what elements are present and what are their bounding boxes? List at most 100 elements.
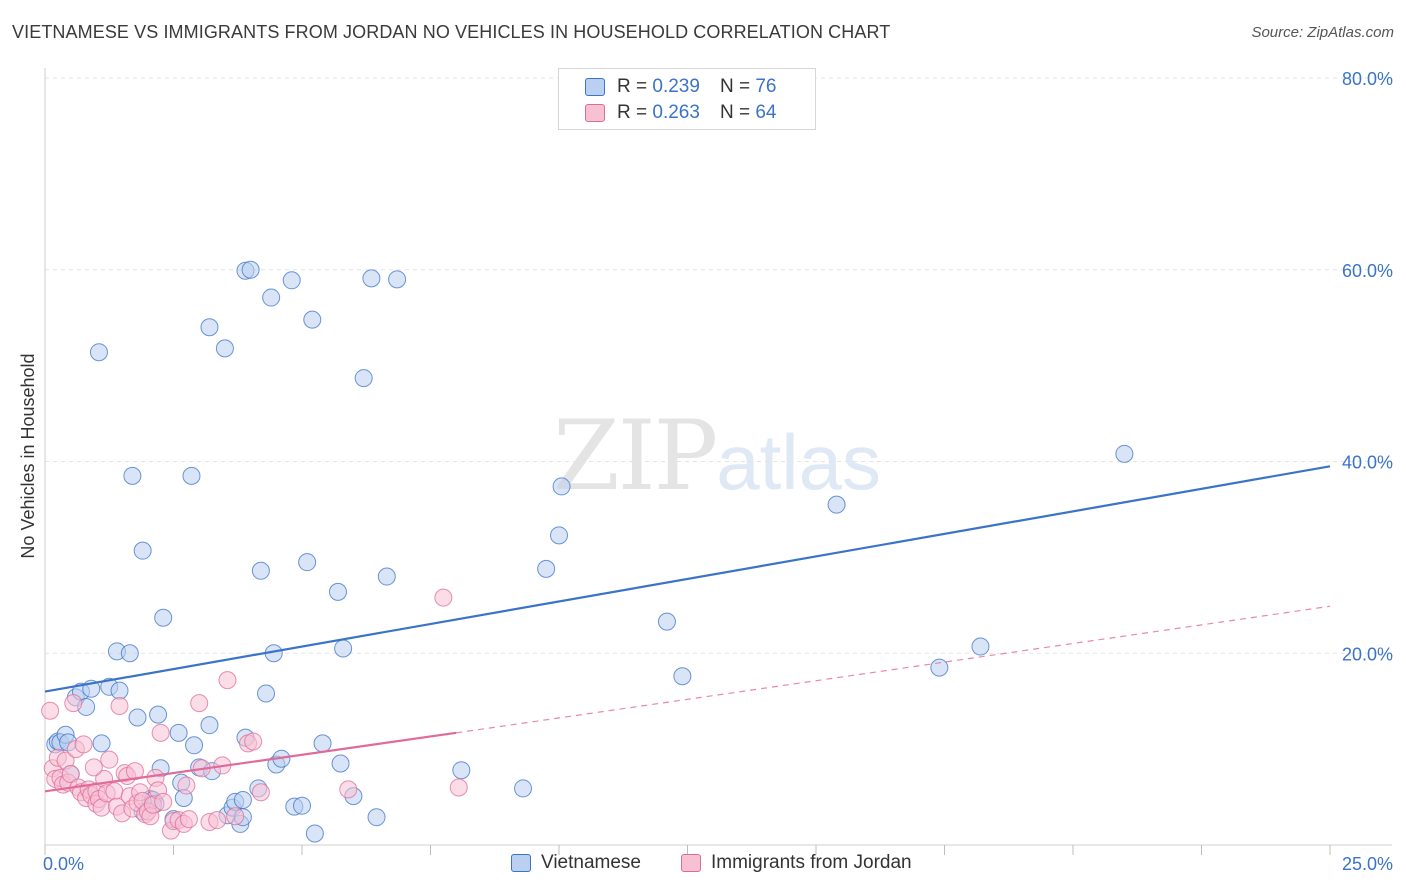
- point-jordan: [190, 694, 209, 713]
- point-jordan: [41, 701, 60, 720]
- point-jordan: [339, 780, 358, 799]
- point-vietnamese: [149, 705, 168, 724]
- point-vietnamese: [388, 270, 407, 289]
- point-jordan: [177, 776, 196, 795]
- tick-labels: 20.0% 40.0% 60.0% 80.0% 0.0% 25.0%: [43, 69, 1393, 874]
- point-jordan: [64, 694, 83, 713]
- point-vietnamese: [550, 526, 568, 545]
- legend-label-jordan: Immigrants from Jordan: [711, 852, 912, 873]
- point-vietnamese: [305, 824, 324, 843]
- point-vietnamese: [514, 779, 533, 798]
- grid-lines: [45, 77, 1392, 654]
- point-vietnamese: [930, 658, 949, 677]
- stats-n-label: N =: [719, 102, 751, 123]
- trend-line-jordan: [44, 731, 457, 793]
- legend-item-vietnamese[interactable]: Vietnamese: [511, 852, 641, 874]
- watermark-zip: ZIP: [553, 400, 718, 512]
- stats-r-label: R =: [617, 102, 648, 123]
- y-tick-label: 80.0%: [1342, 69, 1393, 89]
- point-jordan: [226, 807, 245, 826]
- stats-r-value: 0.239: [652, 76, 700, 97]
- point-vietnamese: [313, 734, 332, 753]
- stats-swatch-vietnamese: [585, 78, 605, 96]
- stats-row-jordan: R = 0.263 N = 64: [585, 101, 776, 125]
- y-axis-label: No Vehicles in Household: [18, 353, 38, 558]
- series-legend: Vietnamese Immigrants from Jordan: [0, 852, 1406, 878]
- point-vietnamese: [367, 808, 386, 827]
- point-jordan: [251, 783, 270, 802]
- point-vietnamese: [303, 310, 322, 329]
- chart-title: VIETNAMESE VS IMMIGRANTS FROM JORDAN NO …: [12, 22, 891, 42]
- stats-n-value: 64: [755, 102, 777, 123]
- point-vietnamese: [120, 644, 139, 663]
- legend-label-vietnamese: Vietnamese: [541, 852, 641, 873]
- point-vietnamese: [169, 723, 188, 742]
- legend-item-jordan[interactable]: Immigrants from Jordan: [681, 852, 912, 874]
- stats-r-value: 0.263: [652, 102, 700, 123]
- point-jordan: [110, 696, 129, 715]
- point-vietnamese: [452, 761, 471, 780]
- point-jordan: [74, 735, 93, 754]
- point-vietnamese: [257, 684, 276, 703]
- point-vietnamese: [331, 754, 350, 773]
- stats-legend: R = 0.239 N = 76 R = 0.263 N = 64: [558, 68, 816, 130]
- point-vietnamese: [673, 667, 692, 686]
- point-jordan: [105, 782, 124, 801]
- point-vietnamese: [293, 796, 311, 815]
- trend-lines: [44, 465, 1331, 793]
- point-vietnamese: [971, 637, 990, 656]
- point-vietnamese: [133, 541, 152, 560]
- point-jordan: [179, 810, 198, 829]
- point-vietnamese: [552, 477, 571, 496]
- stats-row-vietnamese: R = 0.239 N = 76: [585, 75, 776, 99]
- point-vietnamese: [262, 288, 281, 307]
- point-vietnamese: [233, 790, 252, 809]
- point-jordan: [84, 758, 103, 777]
- point-jordan: [208, 811, 227, 830]
- point-jordan: [434, 588, 453, 607]
- point-jordan: [151, 723, 170, 742]
- point-jordan: [154, 792, 173, 811]
- legend-swatch-jordan: [681, 854, 701, 872]
- point-jordan: [449, 778, 468, 797]
- point-vietnamese: [362, 269, 381, 288]
- x-tick-label: 0.0%: [43, 854, 84, 874]
- stats-swatch-jordan: [585, 104, 605, 122]
- point-jordan: [244, 732, 263, 751]
- stats-n-value: 76: [755, 76, 777, 97]
- point-vietnamese: [92, 734, 111, 753]
- chart-source: Source: ZipAtlas.com: [1251, 24, 1394, 41]
- data-points: [41, 260, 1134, 843]
- point-vietnamese: [827, 495, 846, 514]
- point-jordan: [218, 671, 237, 690]
- point-vietnamese: [537, 559, 556, 578]
- point-vietnamese: [241, 260, 260, 279]
- point-vietnamese: [89, 343, 108, 362]
- point-vietnamese: [110, 681, 129, 700]
- y-tick-label: 60.0%: [1342, 261, 1393, 281]
- point-vietnamese: [251, 561, 270, 580]
- point-vietnamese: [334, 639, 353, 658]
- point-vietnamese: [154, 608, 173, 627]
- point-vietnamese: [354, 369, 373, 388]
- point-vietnamese: [185, 736, 204, 755]
- point-vietnamese: [282, 271, 301, 290]
- trend-line-vietnamese: [44, 465, 1331, 693]
- stats-n-label: N =: [719, 76, 751, 97]
- point-vietnamese: [123, 466, 142, 485]
- point-vietnamese: [128, 708, 147, 727]
- y-tick-label: 20.0%: [1342, 644, 1393, 664]
- stats-r-label: R =: [617, 76, 648, 97]
- legend-swatch-vietnamese: [511, 854, 531, 872]
- point-vietnamese: [657, 612, 676, 631]
- point-jordan: [100, 750, 119, 769]
- point-vietnamese: [200, 318, 219, 337]
- point-vietnamese: [298, 553, 317, 572]
- trend-extension-jordan: [456, 605, 1331, 734]
- point-vietnamese: [182, 466, 201, 485]
- point-jordan: [125, 762, 144, 781]
- y-tick-label: 40.0%: [1342, 453, 1393, 473]
- point-vietnamese: [200, 716, 219, 735]
- x-tick-label: 25.0%: [1342, 854, 1393, 874]
